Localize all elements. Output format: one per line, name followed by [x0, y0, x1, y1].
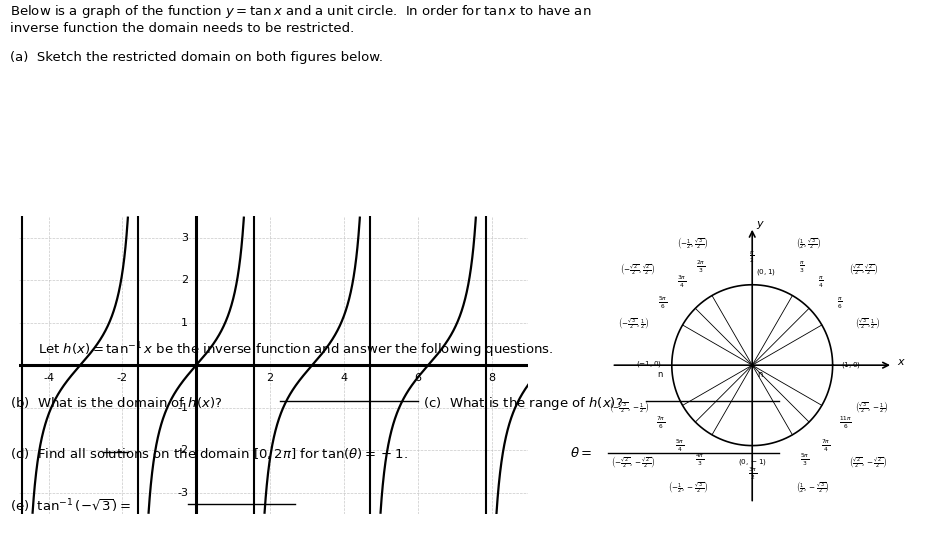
Text: $\left(\frac{\sqrt{2}}{2},-\frac{\sqrt{2}}{2}\right)$: $\left(\frac{\sqrt{2}}{2},-\frac{\sqrt{2…	[848, 454, 887, 470]
Text: -1: -1	[177, 403, 188, 413]
Text: $\frac{5\pi}{6}$: $\frac{5\pi}{6}$	[658, 295, 668, 311]
Text: $\left(-\frac{\sqrt{3}}{2},\frac{1}{2}\right)$: $\left(-\frac{\sqrt{3}}{2},\frac{1}{2}\r…	[618, 315, 649, 331]
Text: $\left(\frac{1}{2},\frac{\sqrt{3}}{2}\right)$: $\left(\frac{1}{2},\frac{\sqrt{3}}{2}\ri…	[796, 235, 822, 251]
Text: (e)  $\tan^{-1}(-\sqrt{3}) = $: (e) $\tan^{-1}(-\sqrt{3}) = $	[10, 498, 130, 514]
Text: $\left(-\frac{1}{2},\frac{\sqrt{3}}{2}\right)$: $\left(-\frac{1}{2},\frac{\sqrt{3}}{2}\r…	[676, 235, 708, 251]
Text: (a)  Sketch the restricted domain on both figures below.: (a) Sketch the restricted domain on both…	[10, 51, 383, 64]
Text: $\left(\frac{\sqrt{3}}{2},\frac{1}{2}\right)$: $\left(\frac{\sqrt{3}}{2},\frac{1}{2}\ri…	[855, 315, 881, 331]
Text: $(0,-1)$: $(0,-1)$	[738, 457, 767, 467]
Text: Let $h(x) = \tan^{-1} x$ be the inverse function and answer the following questi: Let $h(x) = \tan^{-1} x$ be the inverse …	[38, 341, 554, 360]
Text: 1: 1	[181, 318, 188, 328]
Text: Below is a graph of the function $y = \tan x$ and a unit circle.  In order for $: Below is a graph of the function $y = \t…	[10, 3, 591, 19]
Text: -2: -2	[177, 445, 188, 455]
Text: $\left(\frac{\sqrt{2}}{2},\frac{\sqrt{2}}{2}\right)$: $\left(\frac{\sqrt{2}}{2},\frac{\sqrt{2}…	[848, 261, 878, 276]
Text: inverse function the domain needs to be restricted.: inverse function the domain needs to be …	[10, 22, 353, 35]
Text: n: n	[757, 370, 763, 379]
Text: $\left(\frac{\sqrt{3}}{2},-\frac{1}{2}\right)$: $\left(\frac{\sqrt{3}}{2},-\frac{1}{2}\r…	[855, 399, 889, 415]
Text: $\frac{3\pi}{2}$: $\frac{3\pi}{2}$	[748, 466, 757, 482]
Text: $\frac{\pi}{2}$: $\frac{\pi}{2}$	[750, 249, 755, 265]
Text: (b)  What is the domain of $h(x)$?: (b) What is the domain of $h(x)$?	[10, 395, 222, 410]
Text: $\frac{\pi}{4}$: $\frac{\pi}{4}$	[818, 275, 824, 291]
Text: $\left(\frac{1}{2},-\frac{\sqrt{3}}{2}\right)$: $\left(\frac{1}{2},-\frac{\sqrt{3}}{2}\r…	[796, 479, 830, 496]
Text: $\frac{4\pi}{3}$: $\frac{4\pi}{3}$	[694, 452, 704, 469]
Text: $\left(-\frac{\sqrt{2}}{2},-\frac{\sqrt{2}}{2}\right)$: $\left(-\frac{\sqrt{2}}{2},-\frac{\sqrt{…	[611, 454, 656, 470]
Text: 8: 8	[488, 373, 495, 383]
Text: $\left(-\frac{\sqrt{2}}{2},\frac{\sqrt{2}}{2}\right)$: $\left(-\frac{\sqrt{2}}{2},\frac{\sqrt{2…	[620, 261, 656, 276]
Text: $(1,0)$: $(1,0)$	[841, 360, 861, 370]
Text: 2: 2	[180, 275, 188, 285]
Text: 3: 3	[181, 233, 188, 243]
Text: n: n	[656, 370, 662, 379]
Text: y: y	[756, 220, 763, 229]
Text: $\frac{11\pi}{6}$: $\frac{11\pi}{6}$	[839, 415, 852, 431]
Text: 6: 6	[414, 373, 421, 383]
Text: -3: -3	[177, 487, 188, 498]
Text: $\frac{3\pi}{4}$: $\frac{3\pi}{4}$	[677, 274, 686, 291]
Text: $\frac{5\pi}{4}$: $\frac{5\pi}{4}$	[674, 438, 684, 454]
Text: $(-1,0)$: $(-1,0)$	[636, 359, 662, 368]
Text: $\frac{\pi}{3}$: $\frac{\pi}{3}$	[799, 260, 805, 275]
Text: 4: 4	[340, 373, 348, 383]
Text: (d)  Find all solutions on the domain $[0, 2\pi]$ for $\tan(\theta) = -1$.: (d) Find all solutions on the domain $[0…	[10, 446, 408, 461]
Text: $\frac{7\pi}{4}$: $\frac{7\pi}{4}$	[821, 438, 830, 454]
Text: x: x	[897, 357, 903, 367]
Text: -4: -4	[43, 373, 54, 383]
Text: 2: 2	[267, 373, 274, 383]
Text: $\left(-\frac{1}{2},-\frac{\sqrt{3}}{2}\right)$: $\left(-\frac{1}{2},-\frac{\sqrt{3}}{2}\…	[668, 479, 708, 496]
Text: (c)  What is the range of $h(x)$?: (c) What is the range of $h(x)$?	[423, 395, 623, 412]
Text: $\frac{5\pi}{3}$: $\frac{5\pi}{3}$	[801, 452, 809, 469]
Text: $\frac{2\pi}{3}$: $\frac{2\pi}{3}$	[696, 259, 706, 275]
Text: $\frac{7\pi}{6}$: $\frac{7\pi}{6}$	[656, 415, 665, 431]
Text: $(0,1)$: $(0,1)$	[756, 267, 776, 276]
Text: $\theta = $: $\theta = $	[570, 446, 592, 460]
Text: -2: -2	[117, 373, 128, 383]
Text: $\frac{\pi}{6}$: $\frac{\pi}{6}$	[837, 296, 843, 311]
Text: $\left(-\frac{\sqrt{3}}{2},-\frac{1}{2}\right)$: $\left(-\frac{\sqrt{3}}{2},-\frac{1}{2}\…	[609, 399, 649, 415]
